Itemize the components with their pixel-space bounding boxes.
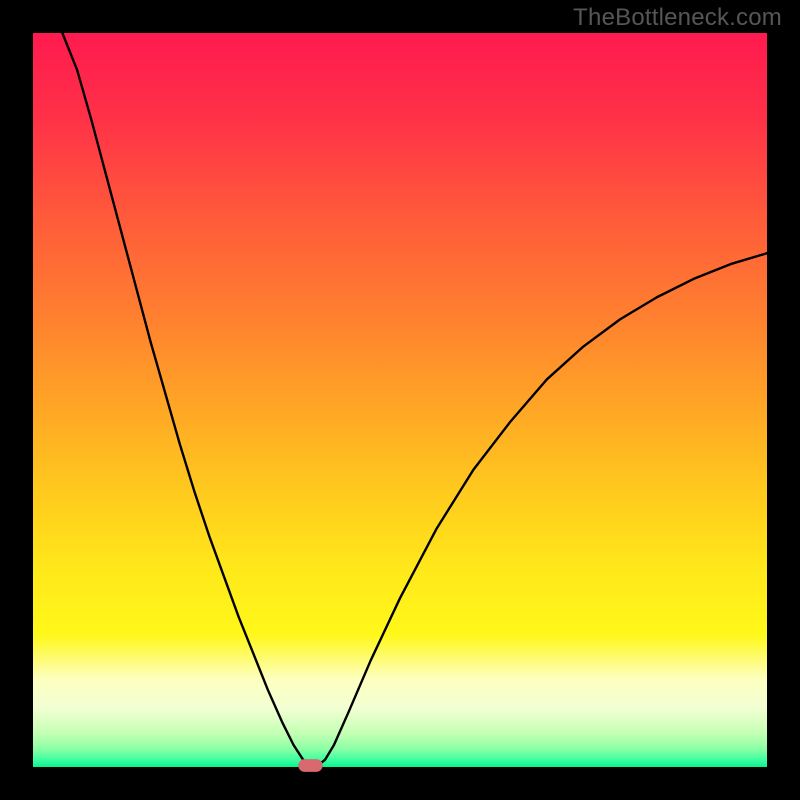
minimum-marker — [299, 760, 322, 772]
chart-frame: { "watermark": { "text": "TheBottleneck.… — [0, 0, 800, 800]
chart-background — [33, 33, 767, 767]
bottleneck-chart — [0, 0, 800, 800]
